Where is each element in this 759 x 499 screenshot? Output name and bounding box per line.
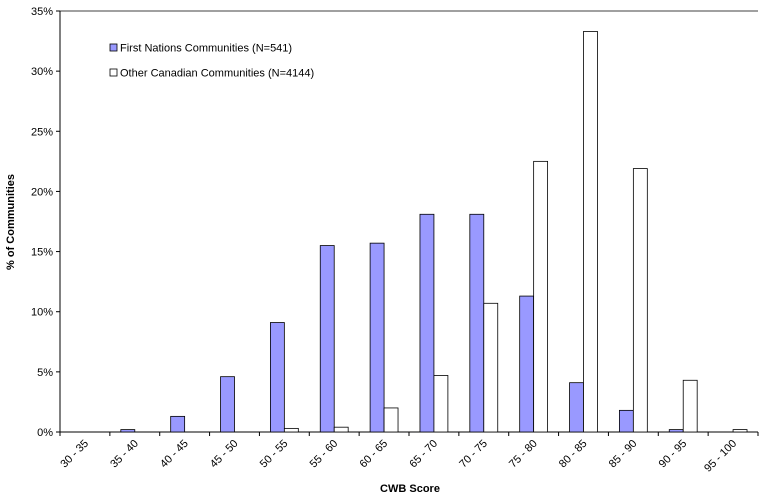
x-axis-title: CWB Score: [380, 483, 440, 495]
bar: [319, 245, 335, 433]
x-tick-label: 50 - 55: [258, 438, 291, 471]
x-tick-label: 30 - 35: [58, 438, 91, 471]
x-tick-label: 40 - 45: [158, 438, 191, 471]
legend-label: Other Canadian Communities (N=4144): [120, 68, 314, 80]
y-tick-label: 30%: [31, 66, 53, 78]
x-tick-label: 80 - 85: [557, 438, 590, 471]
x-tick-label: 55 - 60: [308, 438, 341, 471]
bar: [682, 379, 698, 433]
x-tick-label: 95 - 100: [702, 438, 739, 475]
bar: [220, 376, 235, 433]
bar: [269, 322, 285, 433]
y-tick-label: 5%: [37, 367, 53, 379]
bar: [583, 31, 598, 433]
bar: [170, 415, 186, 433]
x-tick-label: 85 - 90: [607, 438, 640, 471]
x-tick-label: 65 - 70: [407, 438, 440, 471]
bar: [483, 302, 499, 433]
y-tick-label: 25%: [31, 126, 53, 138]
bar: [632, 168, 648, 433]
bar: [333, 426, 349, 433]
bar: [668, 429, 684, 433]
bar: [369, 242, 385, 433]
y-tick-label: 0%: [37, 427, 53, 439]
y-axis-title: % of Communities: [5, 174, 17, 270]
bar: [283, 427, 299, 433]
x-tick-label: 70 - 75: [457, 438, 490, 471]
x-tick-label: 45 - 50: [208, 438, 241, 471]
y-tick-label: 15%: [31, 247, 53, 259]
legend-swatch: [109, 68, 118, 77]
legend-swatch: [109, 43, 118, 52]
bar: [469, 213, 485, 433]
y-tick-label: 10%: [31, 307, 53, 319]
bar: [533, 160, 549, 433]
bar: [618, 409, 634, 433]
x-tick-label: 35 - 40: [108, 438, 141, 471]
bar: [732, 429, 748, 433]
y-tick-label: 20%: [31, 186, 53, 198]
legend-label: First Nations Communities (N=541): [120, 43, 292, 55]
bar: [383, 407, 399, 433]
bar: [569, 382, 584, 433]
x-tick-label: 90 - 95: [657, 438, 690, 471]
bar: [419, 213, 435, 433]
y-tick-label: 35%: [31, 6, 53, 18]
bar: [433, 375, 449, 433]
x-tick-label: 60 - 65: [357, 438, 390, 471]
bar: [120, 429, 136, 433]
x-tick-label: 75 - 80: [507, 438, 540, 471]
bar: [519, 295, 535, 433]
